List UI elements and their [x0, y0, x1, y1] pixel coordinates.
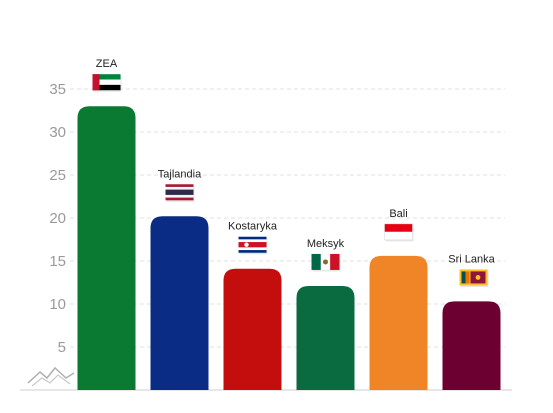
y-tick-label: 30 [49, 124, 66, 141]
bar-tajlandia [150, 216, 209, 390]
y-tick-label: 10 [49, 296, 66, 313]
costa-rica-flag-icon [238, 236, 268, 255]
mountain-logo-icon [27, 366, 75, 387]
thailand-flag-icon [165, 184, 195, 202]
sri-lanka-flag-icon [459, 269, 489, 287]
gridlines [20, 88, 512, 391]
category-label: ZEA [96, 58, 118, 70]
y-tick-label: 20 [49, 210, 66, 227]
bar-sri-lanka [442, 301, 501, 390]
category-label: Sri Lanka [448, 253, 495, 265]
category-label: Bali [389, 208, 407, 220]
mexico-flag-icon [311, 253, 341, 272]
y-tick-label: 5 [58, 339, 66, 356]
bars [77, 106, 501, 390]
y-tick-label: 15 [49, 253, 66, 270]
bar-bali [369, 255, 428, 390]
bar-kostaryka [223, 268, 282, 390]
y-tick-label: 25 [49, 167, 66, 184]
bar-meksyk [296, 285, 355, 390]
y-axis: 5 10 15 20 25 30 35 [49, 81, 66, 356]
indonesia-flag-icon [384, 223, 414, 242]
category-label: Kostaryka [228, 221, 278, 233]
y-tick-label: 35 [49, 81, 66, 98]
bar-zea [77, 106, 136, 390]
category-labels: ZEA Tajlandia Kostaryka Meksyk Bali Sri Lanka [92, 58, 496, 287]
category-label: Meksyk [307, 238, 345, 250]
category-label: Tajlandia [158, 168, 202, 180]
uae-flag-icon [92, 74, 122, 92]
